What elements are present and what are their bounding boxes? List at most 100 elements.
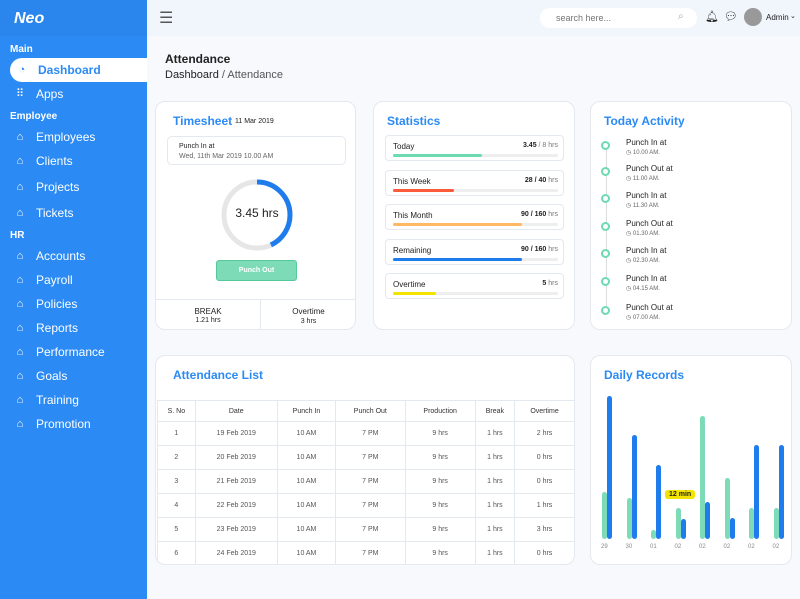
sidebar-item-policies[interactable]: ⌂ Policies xyxy=(0,292,147,316)
table-cell: 7 PM xyxy=(335,445,406,470)
table-row[interactable]: 6 24 Feb 2019 10 AM 7 PM 9 hrs 1 hrs 0 hrs xyxy=(157,541,574,564)
search-input[interactable] xyxy=(540,8,697,28)
activity-item: Punch In at ◷ 04.15 AM. xyxy=(626,274,666,292)
activity-label: Punch In at xyxy=(626,191,667,200)
x-tick-label: 02 xyxy=(699,544,706,550)
clock-icon: ◷ xyxy=(626,203,633,209)
hamburger-menu-icon[interactable]: ☰ xyxy=(159,10,174,27)
table-cell: 21 Feb 2019 xyxy=(194,469,278,494)
search-icon[interactable]: ⌕ xyxy=(678,11,684,22)
activity-time: 10.00 AM. xyxy=(632,150,660,156)
sidebar-item-clients[interactable]: ⌂ Clients xyxy=(0,149,147,173)
sidebar-item-employees[interactable]: ⌂ Employees xyxy=(0,125,147,149)
sidebar-section-employee: Employee xyxy=(10,111,58,122)
bar-green xyxy=(773,507,779,539)
sidebar-item-dashboard[interactable]: ◔ Dashboard xyxy=(10,58,147,82)
sidebar-item-label: Dashboard xyxy=(38,63,101,77)
chat-icon[interactable]: 💬︎ xyxy=(724,11,738,23)
sidebar-item-projects[interactable]: ⌂ Projects xyxy=(0,175,147,199)
stat-progress-track xyxy=(393,188,558,192)
sidebar-item-accounts[interactable]: ⌂ Accounts xyxy=(0,244,147,268)
today-activity-card: Today Activity Punch In at ◷ 10.00 AM. Pun… xyxy=(590,101,792,330)
table-cell: 6 xyxy=(157,541,196,564)
break-label: BREAK xyxy=(194,307,222,316)
table-row[interactable]: 4 22 Feb 2019 10 AM 7 PM 9 hrs 1 hrs 1 hrs xyxy=(157,493,574,518)
table-cell: 23 Feb 2019 xyxy=(194,517,278,542)
column-header: Punch Out xyxy=(335,400,406,422)
bell-icon[interactable]: 🔔︎ xyxy=(705,11,719,23)
activity-label: Punch In at xyxy=(626,246,667,255)
activity-label: Punch Out at xyxy=(626,164,673,173)
activity-item: Punch In at ◷ 11.30 AM. xyxy=(626,191,666,209)
overtime-value: 3 hrs xyxy=(300,318,317,325)
stat-label: This Month xyxy=(393,211,433,220)
timesheet-card: Timesheet 11 Mar 2019 Punch In at Wed, 1… xyxy=(155,101,356,330)
bar-blue xyxy=(729,517,735,539)
stat-value-total: hrs xyxy=(546,280,558,287)
sidebar-item-promotion[interactable]: ⌂ Promotion xyxy=(0,412,147,436)
sidebar-item-performance[interactable]: ⌂ Performance xyxy=(0,340,147,364)
breadcrumb-dashboard[interactable]: Dashboard xyxy=(165,69,219,81)
table-row[interactable]: 5 23 Feb 2019 10 AM 7 PM 9 hrs 1 hrs 3 hrs xyxy=(157,517,574,542)
user-name[interactable]: Admin xyxy=(766,13,789,22)
sidebar-item-apps[interactable]: ⠿ Apps xyxy=(0,82,147,106)
stat-today: Today 3.45 / 8 hrs xyxy=(385,135,564,161)
table-cell: 9 hrs xyxy=(404,517,476,542)
table-row[interactable]: 1 19 Feb 2019 10 AM 7 PM 9 hrs 1 hrs 2 hrs xyxy=(157,421,574,446)
activity-item: Punch Out at ◷ 01.30 AM. xyxy=(626,219,673,237)
table-cell: 22 Feb 2019 xyxy=(194,493,278,518)
activity-time-row: ◷ 07.00 AM. xyxy=(626,314,673,321)
logo[interactable]: Neo xyxy=(0,0,147,36)
table-cell: 10 AM xyxy=(276,445,337,470)
sidebar-item-label: Payroll xyxy=(36,273,73,287)
sidebar-item-label: Clients xyxy=(36,154,73,168)
punch-out-button[interactable]: Punch Out xyxy=(216,260,297,281)
sidebar-item-label: Reports xyxy=(36,321,79,335)
stat-progress-track xyxy=(393,154,558,157)
table-row[interactable]: 2 20 Feb 2019 10 AM 7 PM 9 hrs 1 hrs 0 hrs xyxy=(157,445,574,470)
table-cell: 9 hrs xyxy=(404,493,476,518)
table-cell: 10 AM xyxy=(276,469,337,494)
table-row[interactable]: 3 21 Feb 2019 10 AM 7 PM 9 hrs 1 hrs 0 hrs xyxy=(157,469,574,494)
clock-icon: ◷ xyxy=(626,176,633,182)
sidebar-item-label: Training xyxy=(36,393,79,407)
table-cell: 9 hrs xyxy=(404,421,476,446)
sidebar-item-training[interactable]: ⌂ Training xyxy=(0,388,147,412)
stat-progress-fill xyxy=(393,154,483,157)
table-cell: 1 hrs xyxy=(474,445,516,470)
activity-item: Punch Out at ◷ 11.00 AM. xyxy=(626,164,673,182)
sidebar-item-label: Accounts xyxy=(36,249,86,263)
activity-title: Today Activity xyxy=(604,114,685,128)
stat-value: 90 / 160 hrs xyxy=(521,211,558,218)
clock-icon: ◷ xyxy=(626,315,633,321)
timeline-dot-icon xyxy=(601,249,610,258)
sidebar-item-payroll[interactable]: ⌂ Payroll xyxy=(0,268,147,292)
sidebar-item-goals[interactable]: ⌂ Goals xyxy=(0,364,147,388)
timeline-dot-icon xyxy=(601,141,610,150)
table-cell: 2 xyxy=(157,445,196,470)
bar-blue xyxy=(754,444,759,539)
chevron-down-icon[interactable]: ⌄ xyxy=(790,13,796,20)
stat-progress-fill xyxy=(393,292,436,295)
activity-time: 11.30 AM. xyxy=(632,203,660,209)
sidebar-item-label: Policies xyxy=(36,297,78,311)
table-cell: 4 xyxy=(157,493,196,518)
dashboard-icon: ◔ xyxy=(18,64,26,76)
stat-progress-track xyxy=(393,292,558,295)
sidebar-item-reports[interactable]: ⌂ Reports xyxy=(0,316,147,340)
avatar[interactable] xyxy=(744,8,762,26)
bar-blue xyxy=(607,396,612,539)
sidebar-item-label: Employees xyxy=(36,130,96,144)
sidebar-item-tickets[interactable]: ⌂ Tickets xyxy=(0,201,147,225)
bar-green xyxy=(602,491,607,539)
breadcrumb-current: Attendance xyxy=(227,69,284,81)
home-icon: ⌂ xyxy=(16,370,24,382)
stat-value-total: hrs xyxy=(546,211,558,218)
stat-overtime: Overtime 5 hrs xyxy=(385,273,564,299)
table-cell: 0 hrs xyxy=(514,469,574,494)
table-cell: 9 hrs xyxy=(404,541,476,564)
page-title: Attendance xyxy=(165,52,231,66)
table-cell: 0 hrs xyxy=(514,541,574,564)
activity-time-row: ◷ 11.30 AM. xyxy=(626,202,666,209)
punch-in-time: Wed, 11th Mar 2019 10.00 AM xyxy=(179,153,274,160)
